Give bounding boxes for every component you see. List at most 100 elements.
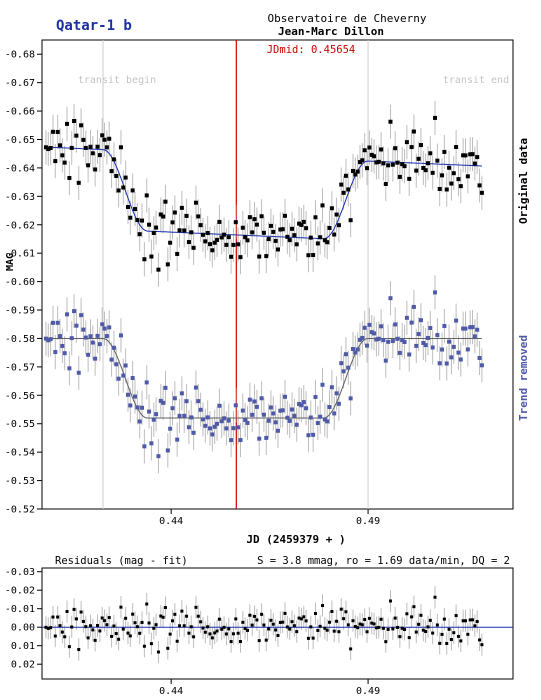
residual-point <box>456 634 460 638</box>
y-tick-label: -0.67 <box>5 78 35 89</box>
original-data-point <box>100 133 105 138</box>
main-markers <box>102 40 369 509</box>
original-data-point <box>165 262 170 267</box>
original-data-point <box>297 221 302 226</box>
y-tick-label: -0.52 <box>5 505 35 516</box>
residual-y-tick-label: 0.00 <box>11 623 35 634</box>
original-data-point <box>170 220 175 225</box>
original-data-point <box>299 222 304 227</box>
residuals-plot-frame <box>41 567 514 680</box>
original-data-point <box>264 254 269 259</box>
original-data-point <box>186 240 191 245</box>
trend-removed-point <box>440 347 445 352</box>
residual-point <box>403 627 407 631</box>
residual-point <box>103 619 107 623</box>
residuals-title: Residuals (mag - fit) <box>55 555 188 567</box>
residual-point <box>440 632 444 636</box>
residual-y-tick-label: -0.01 <box>5 604 35 615</box>
original-data-point <box>109 169 114 174</box>
original-data-point <box>163 199 168 204</box>
original-data-point <box>219 235 224 240</box>
residual-point <box>175 639 179 643</box>
residual-point <box>452 631 456 635</box>
original-data-point <box>400 162 405 167</box>
trend-removed-point <box>83 335 88 340</box>
original-data-point <box>449 181 454 186</box>
residual-point <box>142 644 146 648</box>
residual-point <box>159 614 163 618</box>
original-data-point <box>416 156 421 161</box>
residual-point <box>419 613 423 617</box>
residual-point <box>342 617 346 621</box>
residual-point <box>374 626 378 630</box>
residual-point <box>426 625 430 629</box>
residual-point <box>210 636 214 640</box>
trend-removed-point <box>135 405 140 410</box>
original-data-point <box>294 242 299 247</box>
original-data-point <box>318 235 323 240</box>
trend-removed-point <box>259 396 264 401</box>
residual-point <box>309 625 313 629</box>
original-data-point <box>348 218 353 223</box>
trend-removed-point <box>266 418 271 423</box>
original-data-point <box>470 152 475 157</box>
original-data-point <box>465 174 470 179</box>
y-tick-label: -0.62 <box>5 220 35 231</box>
original-data-point <box>67 175 72 180</box>
residual-point <box>46 626 50 630</box>
residual-point <box>161 615 165 619</box>
residual-point <box>189 625 193 629</box>
residual-y-tick-label: -0.02 <box>5 586 35 597</box>
original-data-point <box>407 176 412 181</box>
main-y-axis: -0.68 -0.67 -0.66 -0.65 -0.64 -0.63 -0.62 -0.61… <box>5 50 42 516</box>
original-data-point <box>130 188 135 193</box>
trend-removed-point <box>273 420 278 425</box>
original-data-point <box>390 162 395 167</box>
original-data-point <box>393 146 398 151</box>
trend-removed-point <box>435 333 440 338</box>
trend-removed-point <box>362 325 367 330</box>
original-data-point <box>140 218 145 223</box>
trend-removed-point <box>128 403 133 408</box>
trend-removed-point <box>397 350 402 355</box>
residual-point <box>126 631 130 635</box>
trend-removed-point <box>421 340 426 345</box>
original-data-point <box>374 160 379 165</box>
residual-point <box>302 615 306 619</box>
trend-removed-point <box>140 405 145 410</box>
trend-removed-point <box>48 337 53 342</box>
original-fit-curve <box>45 146 482 240</box>
trend-removed-point <box>217 403 222 408</box>
trend-removed-point <box>133 394 138 399</box>
residual-point <box>447 627 451 631</box>
original-data-point <box>451 171 456 176</box>
original-data-point <box>444 187 449 192</box>
trend-removed-point <box>186 425 191 430</box>
residual-point <box>236 631 240 635</box>
residual-point <box>388 599 392 603</box>
trend-removed-point <box>283 394 288 399</box>
residual-point <box>281 620 285 624</box>
residual-point <box>70 625 74 629</box>
trend-removed-point <box>308 415 313 420</box>
trend-removed-point <box>465 347 470 352</box>
original-data-point <box>69 145 74 150</box>
original-data-point <box>205 231 210 236</box>
trend-removed-point <box>379 324 384 329</box>
original-data-point <box>252 217 257 222</box>
residual-point <box>196 614 200 618</box>
trend-removed-point <box>151 417 156 422</box>
trend-removed-point <box>238 438 243 443</box>
trend-removed-point <box>416 332 421 337</box>
original-data-point <box>224 242 229 247</box>
original-data-point <box>93 167 98 172</box>
residual-point <box>138 631 142 635</box>
trend-removed-point <box>297 402 302 407</box>
residual-point <box>461 619 465 623</box>
residual-point <box>351 619 355 623</box>
trend-removed-point <box>458 357 463 362</box>
trend-removed-point <box>86 352 91 357</box>
original-data-point <box>306 253 311 258</box>
original-data-point <box>472 161 477 166</box>
